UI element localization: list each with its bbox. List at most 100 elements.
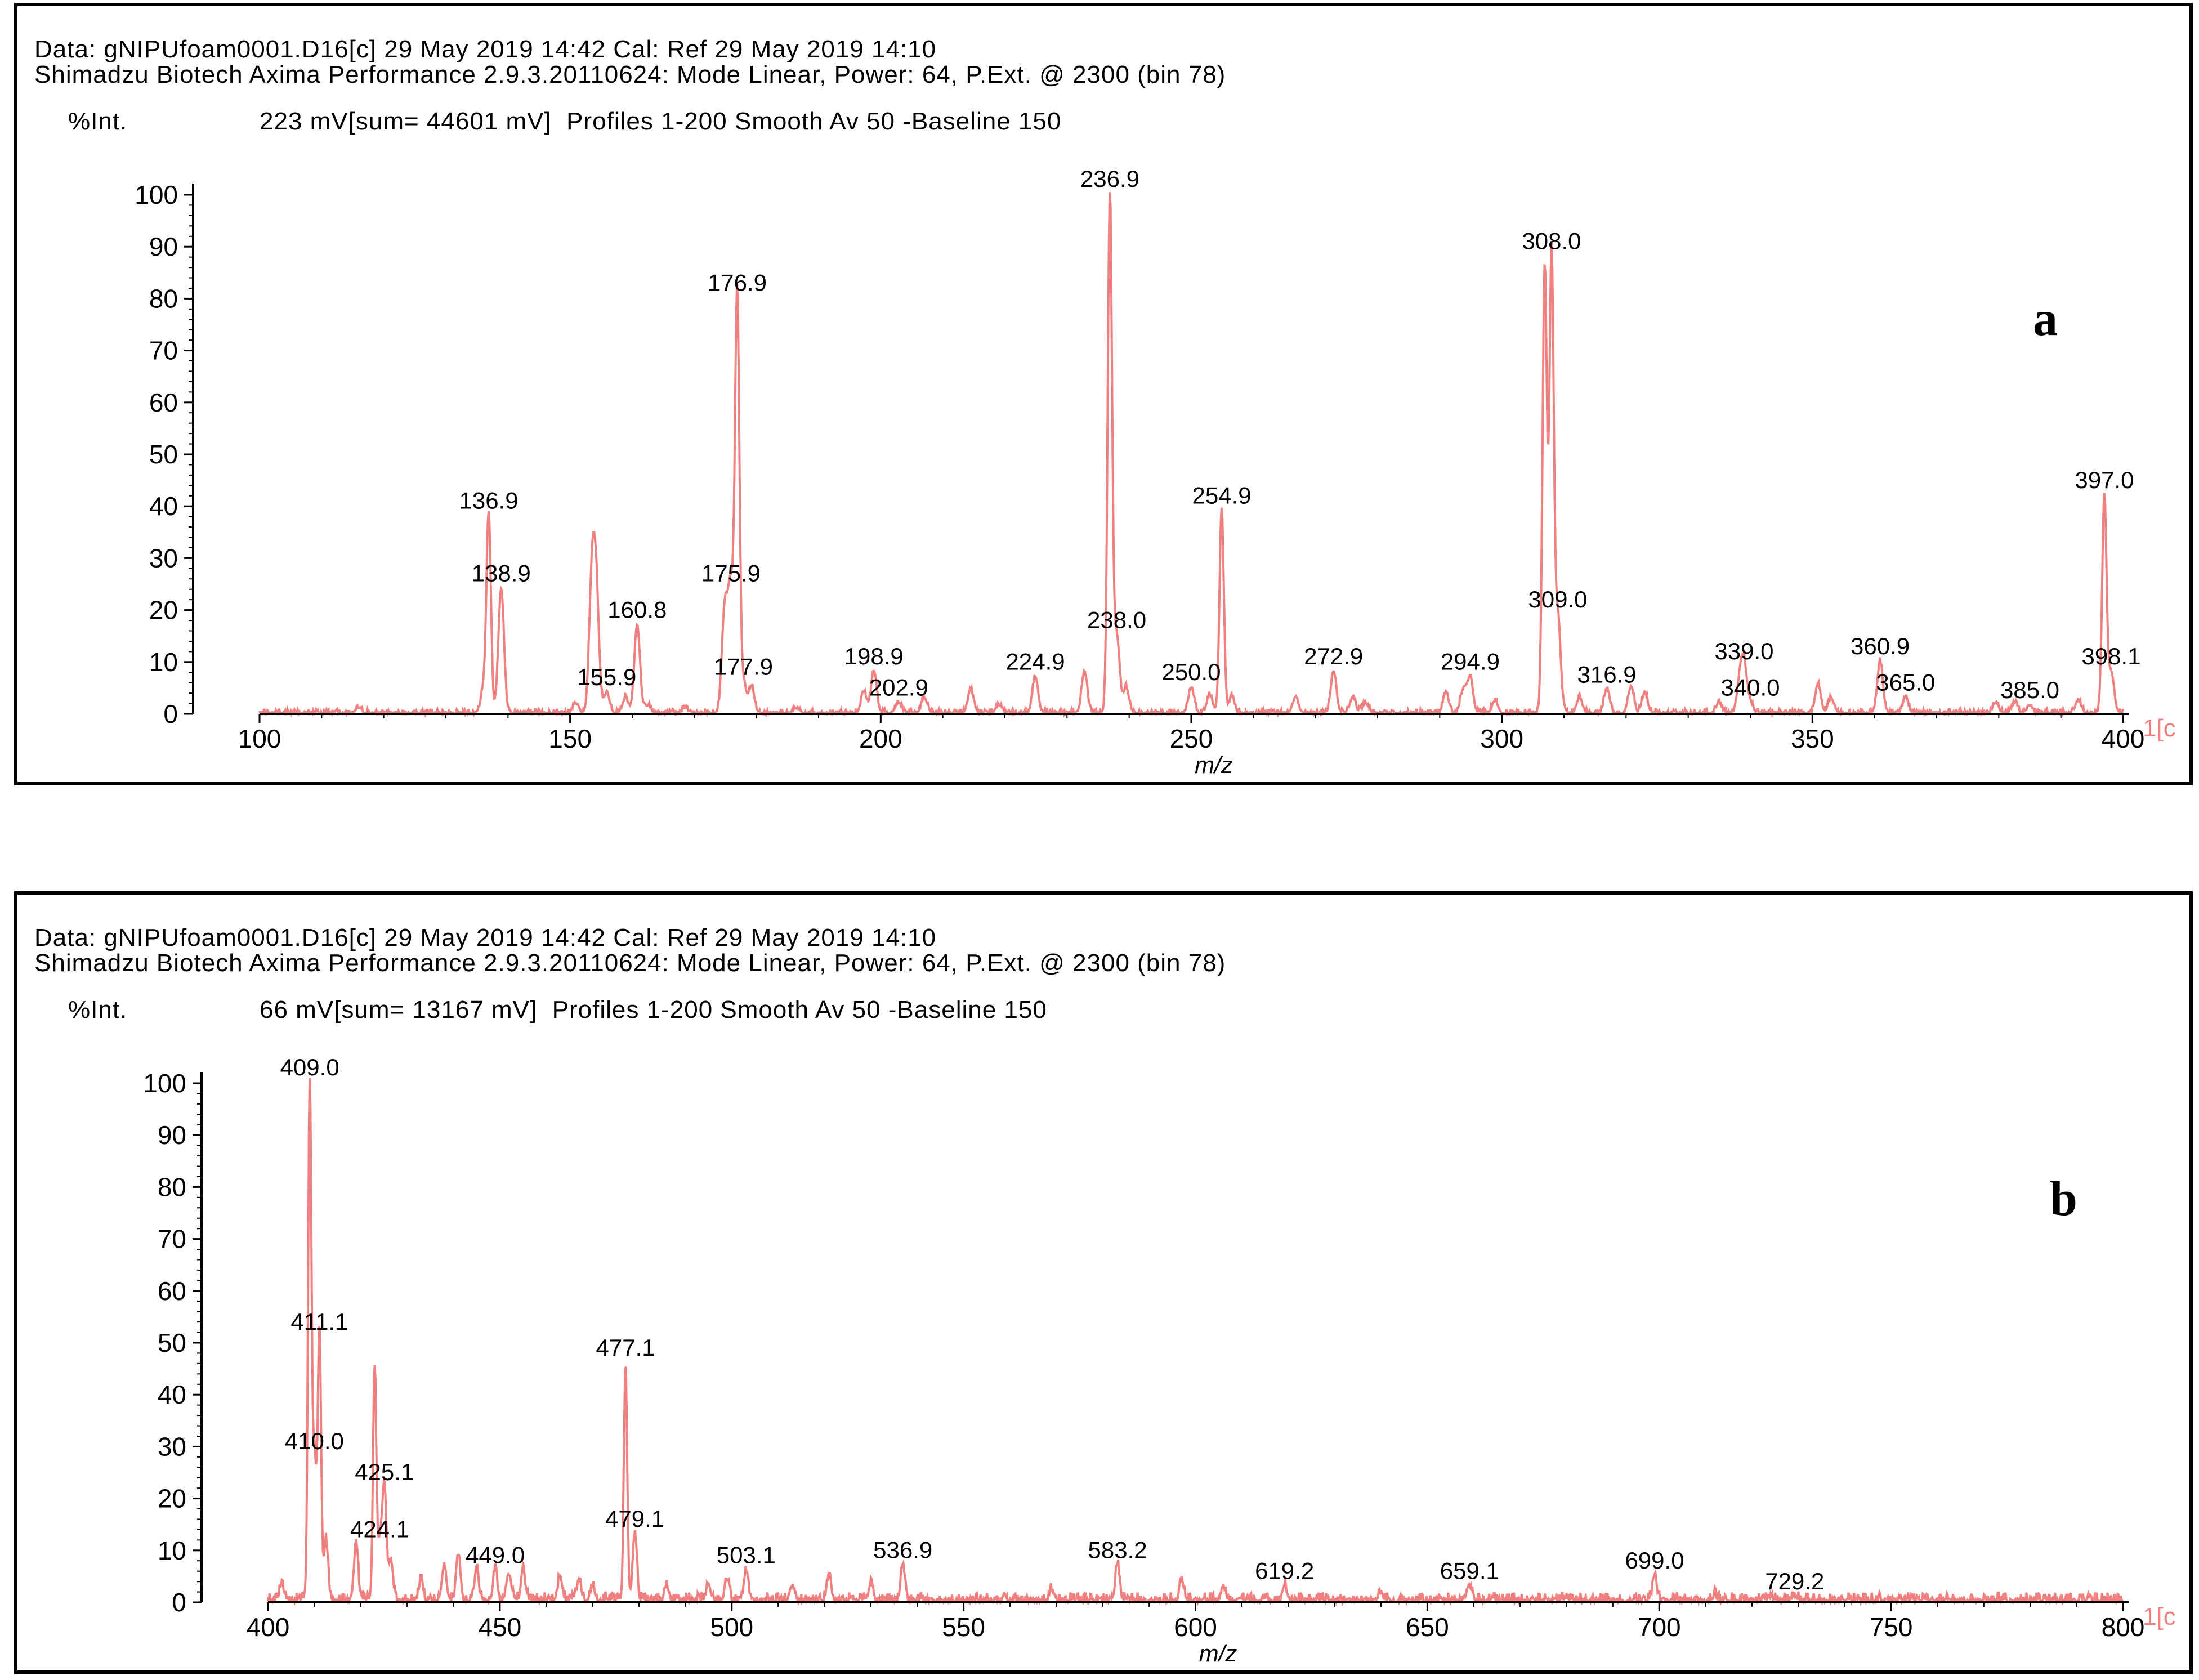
peak-label: 155.9 bbox=[577, 664, 636, 690]
y-tick-label: 40 bbox=[149, 492, 178, 521]
x-axis-label: m/z bbox=[1199, 1640, 1237, 1666]
y-tick-label: 50 bbox=[158, 1328, 186, 1357]
peak-label: 254.9 bbox=[1192, 482, 1252, 508]
y-tick-label: 50 bbox=[149, 440, 178, 469]
y-tick-label: 0 bbox=[172, 1588, 186, 1617]
spectrum-panel-a: Data: gNIPUfoam0001.D16[c] 29 May 2019 1… bbox=[14, 3, 2193, 785]
peak-label: 659.1 bbox=[1440, 1557, 1499, 1584]
x-tick-label: 650 bbox=[1406, 1612, 1449, 1642]
peak-label: 477.1 bbox=[596, 1334, 655, 1361]
spectrum-trace bbox=[258, 192, 2124, 718]
spectrum-panel-b: Data: gNIPUfoam0001.D16[c] 29 May 2019 1… bbox=[14, 891, 2193, 1674]
y-tick-label: 60 bbox=[149, 388, 178, 417]
x-tick-label: 300 bbox=[1480, 724, 1523, 753]
y-tick-label: 60 bbox=[158, 1276, 186, 1306]
edge-label: 1[c bbox=[2143, 1603, 2176, 1630]
y-tick-label: 40 bbox=[158, 1380, 186, 1409]
intensity-info: 223 mV[sum= 44601 mV] Profiles 1-200 Smo… bbox=[260, 108, 1062, 135]
peak-label: 175.9 bbox=[701, 560, 761, 587]
y-tick-label: 10 bbox=[149, 647, 178, 677]
y-tick-label: 20 bbox=[149, 596, 178, 625]
mass-spectrum-b: 0 10 20 30 40 50 60 70 80 90 100 400 450 500 550 600 650… bbox=[143, 1054, 2176, 1666]
y-tick-label: 80 bbox=[149, 284, 178, 313]
peak-label: 309.0 bbox=[1528, 586, 1587, 613]
y-tick-label: 90 bbox=[158, 1120, 186, 1150]
peak-label: 250.0 bbox=[1161, 659, 1221, 685]
peak-label: 177.9 bbox=[714, 654, 773, 680]
x-tick-label: 200 bbox=[859, 724, 902, 753]
x-tick-label: 800 bbox=[2102, 1612, 2145, 1642]
peak-label: 425.1 bbox=[355, 1459, 414, 1485]
peak-label: 308.0 bbox=[1522, 228, 1581, 254]
intensity-info-line: %Int. 223 mV[sum= 44601 mV] Profiles 1-20… bbox=[34, 109, 1061, 134]
spectrum-trace bbox=[267, 1078, 2124, 1607]
x-tick-label: 100 bbox=[238, 724, 281, 753]
peak-label: 136.9 bbox=[459, 488, 519, 514]
x-tick-label: 500 bbox=[710, 1612, 753, 1642]
y-tick-label: 80 bbox=[158, 1172, 186, 1201]
peak-label: 503.1 bbox=[717, 1542, 776, 1569]
peak-label: 699.0 bbox=[1625, 1547, 1684, 1574]
x-tick-label: 250 bbox=[1170, 724, 1213, 753]
peak-label: 339.0 bbox=[1714, 638, 1773, 664]
panel-letter-b: b bbox=[2050, 1172, 2077, 1226]
y-tick-label: 70 bbox=[149, 336, 178, 365]
peak-label: 202.9 bbox=[869, 674, 928, 701]
x-tick-label: 450 bbox=[479, 1612, 522, 1642]
peak-label: 449.0 bbox=[466, 1542, 525, 1569]
x-tick-label: 600 bbox=[1174, 1612, 1217, 1642]
peak-label: 619.2 bbox=[1255, 1557, 1314, 1584]
peak-label: 294.9 bbox=[1441, 648, 1500, 674]
peak-label: 224.9 bbox=[1006, 648, 1065, 674]
peak-label: 398.1 bbox=[2081, 643, 2140, 669]
data-header-line: Data: gNIPUfoam0001.D16[c] 29 May 2019 1… bbox=[34, 924, 937, 951]
y-tick-label: 20 bbox=[158, 1484, 186, 1513]
x-tick-label: 750 bbox=[1870, 1612, 1913, 1642]
peak-label: 138.9 bbox=[472, 560, 531, 587]
peak-label: 424.1 bbox=[350, 1516, 409, 1543]
intensity-axis-label: %Int. bbox=[68, 996, 128, 1024]
intensity-info-line: %Int. 66 mV[sum= 13167 mV] Profiles 1-200… bbox=[34, 998, 1047, 1022]
x-tick-label: 550 bbox=[942, 1612, 985, 1642]
y-tick-label: 70 bbox=[158, 1225, 186, 1254]
y-tick-label: 100 bbox=[135, 180, 178, 209]
peak-label: 236.9 bbox=[1080, 166, 1139, 192]
peak-label: 385.0 bbox=[2000, 677, 2059, 703]
y-tick-label: 0 bbox=[163, 699, 178, 729]
x-tick-label: 350 bbox=[1791, 724, 1834, 753]
y-tick-label: 30 bbox=[158, 1432, 186, 1461]
peak-label: 410.0 bbox=[285, 1428, 344, 1454]
x-tick-label: 400 bbox=[2102, 724, 2145, 753]
panel-letter-a: a bbox=[2033, 292, 2058, 346]
peak-label: 411.1 bbox=[290, 1308, 348, 1335]
instrument-header-line: Shimadzu Biotech Axima Performance 2.9.3… bbox=[34, 61, 1226, 88]
peak-label: 583.2 bbox=[1088, 1536, 1147, 1563]
x-tick-label: 400 bbox=[247, 1612, 290, 1642]
x-axis-label: m/z bbox=[1195, 752, 1233, 778]
intensity-info: 66 mV[sum= 13167 mV] Profiles 1-200 Smoo… bbox=[260, 996, 1047, 1024]
x-tick-label: 150 bbox=[548, 724, 592, 753]
y-tick-label: 10 bbox=[158, 1536, 186, 1565]
y-tick-label: 30 bbox=[149, 543, 178, 573]
peak-label: 316.9 bbox=[1577, 662, 1637, 688]
peak-label: 176.9 bbox=[708, 269, 767, 296]
intensity-axis-label: %Int. bbox=[68, 108, 128, 135]
peak-label: 536.9 bbox=[873, 1536, 932, 1563]
peak-label: 160.8 bbox=[607, 596, 667, 623]
y-tick-label: 100 bbox=[143, 1069, 186, 1098]
peak-label: 198.9 bbox=[844, 643, 904, 669]
y-tick-label: 90 bbox=[149, 232, 178, 261]
peak-label: 360.9 bbox=[1851, 633, 1910, 659]
peak-label: 238.0 bbox=[1087, 607, 1146, 633]
instrument-header-line: Shimadzu Biotech Axima Performance 2.9.3… bbox=[34, 949, 1226, 977]
peak-label: 729.2 bbox=[1765, 1568, 1824, 1594]
x-tick-label: 700 bbox=[1638, 1612, 1681, 1642]
peak-label: 365.0 bbox=[1876, 669, 1935, 695]
edge-label: 1[c bbox=[2143, 714, 2176, 742]
peak-label: 409.0 bbox=[280, 1054, 339, 1080]
peak-label: 272.9 bbox=[1304, 643, 1363, 669]
peak-label: 479.1 bbox=[605, 1505, 664, 1532]
mass-spectrum-a: 0 10 20 30 40 50 60 70 80 90 100 100 150 200 250 300 350… bbox=[135, 166, 2176, 778]
data-header-line: Data: gNIPUfoam0001.D16[c] 29 May 2019 1… bbox=[34, 35, 937, 63]
peak-label: 340.0 bbox=[1720, 674, 1780, 701]
